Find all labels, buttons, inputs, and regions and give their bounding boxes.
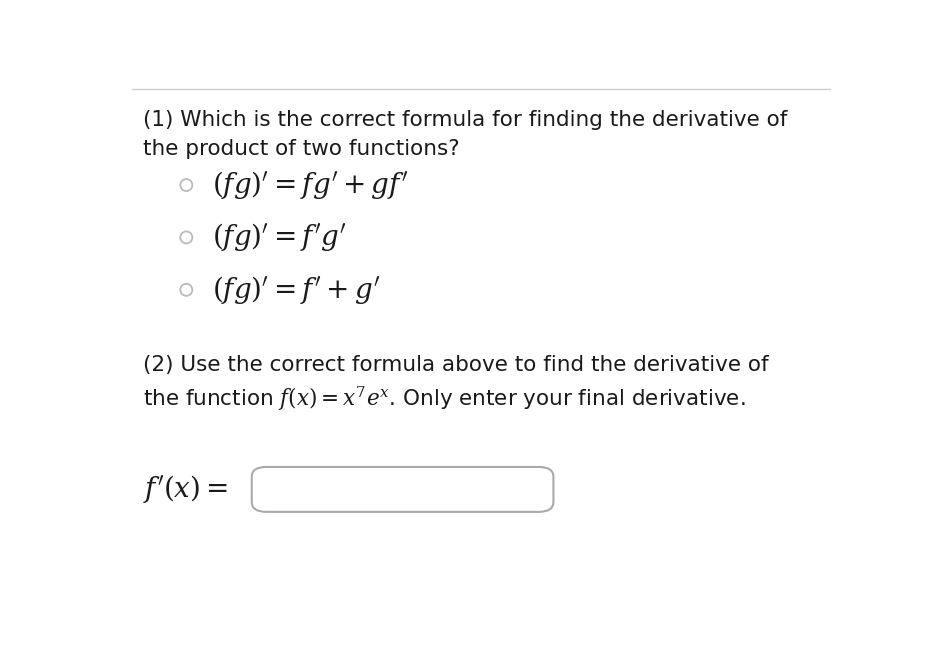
FancyBboxPatch shape [251,467,553,512]
Text: $(fg)' = f' + g'$: $(fg)' = f' + g'$ [212,274,380,306]
Text: $(fg)' = fg' + gf'$: $(fg)' = fg' + gf'$ [212,169,408,201]
Text: (2) Use the correct formula above to find the derivative of: (2) Use the correct formula above to fin… [143,354,768,375]
Text: $(fg)' = f'g'$: $(fg)' = f'g'$ [212,222,346,253]
Text: the function $f(x) = x^7e^x$. Only enter your final derivative.: the function $f(x) = x^7e^x$. Only enter… [143,385,746,413]
Text: $f'(x) =$: $f'(x) =$ [143,474,228,505]
Text: (1) Which is the correct formula for finding the derivative of
the product of tw: (1) Which is the correct formula for fin… [143,110,787,159]
